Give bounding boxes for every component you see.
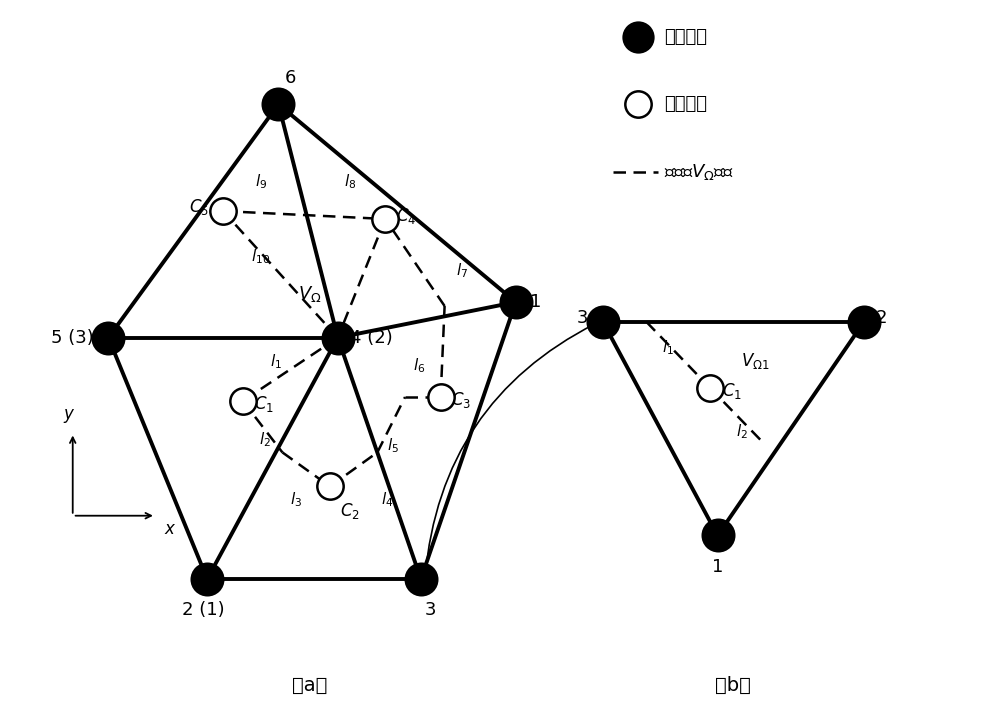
Text: $l_{10}$: $l_{10}$ [251,247,271,266]
Text: $y$: $y$ [63,407,75,425]
Text: $l_2$: $l_2$ [736,422,748,441]
Text: $C_2$: $C_2$ [340,501,360,520]
Text: $l_1$: $l_1$ [662,339,674,357]
Point [856,316,872,327]
Point [413,573,429,585]
Text: $C_1$: $C_1$ [722,380,742,401]
Text: $C_4$: $C_4$ [396,206,416,226]
Text: （a）: （a） [292,677,328,695]
Text: $l_5$: $l_5$ [387,437,399,455]
Text: $l_2$: $l_2$ [259,431,271,449]
Text: $C_3$: $C_3$ [451,390,471,410]
Text: 4 (2): 4 (2) [350,329,392,346]
Text: 2 (1): 2 (1) [182,601,225,619]
Text: $l_6$: $l_6$ [413,356,425,375]
Text: 3: 3 [577,309,589,327]
Text: 3: 3 [425,601,436,619]
Text: $l_1$: $l_1$ [270,352,282,370]
Point [630,98,646,110]
Text: $V_{\Omega}$: $V_{\Omega}$ [298,284,322,304]
Text: $l_4$: $l_4$ [381,491,394,509]
Point [433,392,449,403]
Text: 6: 6 [285,69,296,87]
Point [322,481,338,492]
Point [710,530,726,541]
Text: 1: 1 [712,558,723,575]
Point [100,332,116,344]
Text: 单元中心: 单元中心 [664,95,707,113]
Text: $V_{\Omega 1}$: $V_{\Omega 1}$ [741,351,770,371]
Point [199,573,215,585]
Point [630,31,646,42]
Point [377,214,393,225]
Text: $l_9$: $l_9$ [255,173,267,192]
Point [270,98,286,110]
Text: $C_1$: $C_1$ [254,394,274,414]
Text: 1: 1 [530,293,541,311]
Point [330,332,346,344]
Text: （b）: （b） [715,677,751,695]
Text: $l_3$: $l_3$ [290,491,302,509]
Text: $l_7$: $l_7$ [456,261,469,280]
Text: 2: 2 [876,309,887,327]
Point [508,296,524,308]
Text: $x$: $x$ [164,520,176,537]
Point [215,206,231,217]
Text: $l_8$: $l_8$ [344,173,356,192]
Point [595,316,611,327]
Point [235,395,251,407]
Text: $C_5$: $C_5$ [189,197,209,217]
Text: 单元节点: 单元节点 [664,28,707,46]
Text: 控制体$V_{\Omega}$边界: 控制体$V_{\Omega}$边界 [664,161,734,182]
Text: 5 (3): 5 (3) [51,329,94,346]
Point [702,382,718,393]
